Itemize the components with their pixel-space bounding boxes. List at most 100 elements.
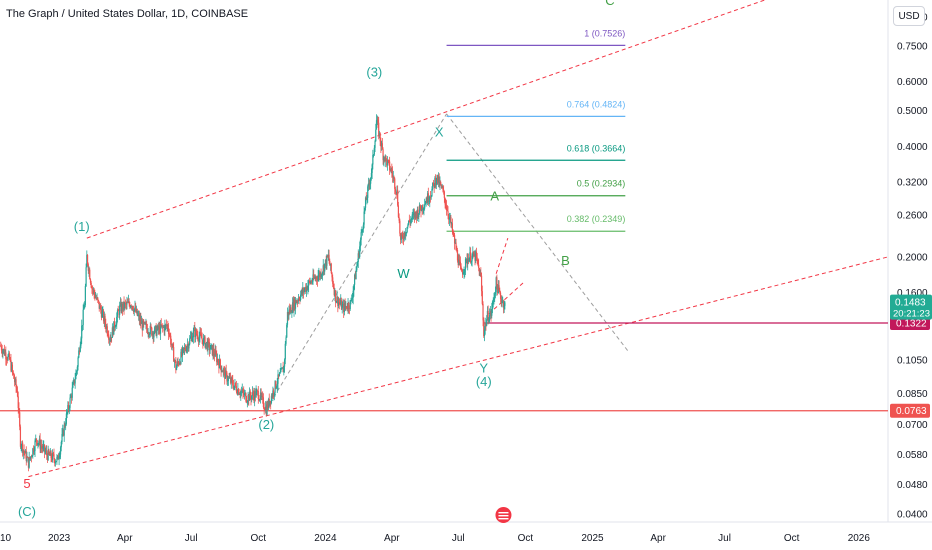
candle-body — [166, 325, 168, 327]
candle-body — [216, 359, 219, 363]
candle-body — [347, 302, 349, 309]
currency-button[interactable]: USD — [893, 6, 925, 26]
candle-body — [306, 286, 308, 290]
candle-body — [100, 305, 102, 311]
candle-body — [297, 301, 299, 302]
candle-body — [192, 337, 194, 342]
candle-body — [209, 349, 211, 351]
candle-body — [327, 254, 329, 257]
candle-body — [143, 320, 145, 324]
candle-body — [248, 391, 251, 401]
candle-body — [254, 391, 256, 398]
candle-body — [329, 261, 331, 266]
candle-body — [117, 310, 119, 312]
candle-body — [28, 457, 30, 468]
candle-body — [452, 231, 454, 234]
candle-body — [15, 379, 17, 388]
candle-body — [486, 319, 488, 326]
time-tick-label: Jul — [452, 533, 465, 544]
candle-body — [43, 444, 46, 452]
candle-body — [165, 324, 167, 326]
candle-body — [106, 326, 108, 335]
candle-body — [262, 395, 264, 398]
candle-body — [458, 259, 460, 266]
wave-label: 5 — [23, 476, 30, 491]
candle-body — [255, 391, 257, 398]
wave-label: (1) — [74, 219, 90, 234]
candle-body — [123, 301, 125, 309]
candle-body — [158, 326, 160, 330]
candle-body — [132, 306, 134, 310]
candle-body — [43, 444, 45, 446]
candle-body — [11, 364, 14, 371]
candle-body — [482, 303, 484, 321]
candle-body — [373, 147, 375, 155]
candle-body — [353, 284, 355, 291]
candle-body — [151, 332, 154, 336]
candle-body — [440, 182, 442, 185]
candle-body — [224, 370, 227, 379]
candle-body — [194, 327, 196, 338]
candle-body — [402, 235, 404, 240]
time-tick-label: Oct — [518, 533, 534, 544]
candle-body — [184, 347, 186, 350]
candle-body — [218, 362, 220, 369]
candle-body — [85, 267, 87, 287]
candle-body — [384, 155, 386, 162]
candle-body — [387, 160, 389, 161]
candle-body — [132, 309, 135, 312]
flag-icon-stripe — [498, 518, 509, 520]
candle-body — [24, 451, 26, 454]
candle-body — [436, 174, 438, 181]
candle-body — [108, 339, 111, 340]
candle-body — [316, 279, 319, 281]
candle-body — [254, 391, 256, 401]
price-tick-label: 0.4000 — [897, 142, 928, 153]
price-tick-label: 0.0850 — [897, 389, 928, 400]
candle-body — [411, 214, 413, 219]
candle-body — [250, 396, 252, 400]
candle-body — [318, 272, 320, 277]
candle-body — [60, 441, 62, 448]
candle-body — [375, 129, 377, 142]
candle-body — [56, 457, 58, 462]
candle-body — [3, 349, 5, 355]
price-tick-label: 0.1600 — [897, 288, 928, 299]
candle-body — [157, 325, 159, 330]
candle-body — [207, 340, 209, 351]
candle-body — [80, 338, 82, 346]
candle-body — [256, 390, 258, 392]
candle-body — [474, 253, 476, 262]
candle-body — [188, 344, 190, 349]
candle-body — [18, 408, 20, 413]
candle-body — [0, 346, 3, 351]
candle-body — [323, 265, 325, 272]
candle-body — [29, 457, 31, 459]
candle-body — [174, 360, 176, 362]
time-tick-label: 2023 — [48, 533, 71, 544]
candle-body — [69, 397, 71, 408]
candle-body — [49, 451, 51, 456]
candle-body — [489, 311, 491, 315]
candle-body — [408, 220, 410, 225]
candle-body — [89, 269, 91, 280]
flag-icon-stripe — [498, 515, 509, 517]
candle-body — [379, 132, 381, 142]
candle-body — [277, 374, 279, 384]
candle-body — [310, 281, 312, 284]
candle-body — [484, 323, 486, 330]
candle-body — [456, 250, 459, 261]
candle-body — [236, 391, 238, 395]
candle-body — [205, 341, 208, 344]
candle-body — [412, 214, 414, 216]
candle-body — [282, 367, 284, 373]
candle-body — [229, 377, 231, 379]
candle-body — [489, 314, 491, 321]
candle-body — [267, 398, 270, 409]
candle-body — [374, 141, 376, 148]
candle-body — [111, 327, 113, 338]
candle-body — [226, 372, 228, 382]
candle-body — [408, 220, 410, 222]
